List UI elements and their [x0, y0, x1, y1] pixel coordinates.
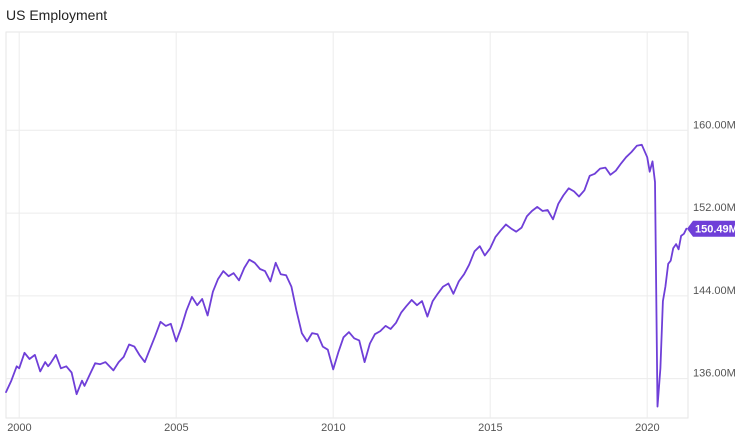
- grid-lines: [5, 31, 689, 419]
- x-tick-label: 2015: [478, 422, 502, 434]
- last-value-badge: 150.49M: [687, 220, 738, 237]
- y-tick-label: 136.00M: [693, 368, 736, 380]
- x-axis-ticks: 2000 2005 2010 2015 2020: [7, 422, 659, 434]
- last-value-badge-shape: [687, 220, 735, 237]
- y-tick-label: 144.00M: [693, 285, 736, 297]
- y-axis-ticks: 136.00M 144.00M 152.00M 160.00M: [693, 119, 736, 379]
- series-line: [5, 143, 688, 408]
- x-tick-label: 2005: [164, 422, 188, 434]
- x-tick-label: 2010: [321, 422, 345, 434]
- y-tick-label: 152.00M: [693, 202, 736, 214]
- chart-title: US Employment: [6, 7, 108, 23]
- last-value-label: 150.49M: [695, 224, 738, 236]
- x-tick-label: 2000: [7, 422, 31, 434]
- x-tick-label: 2020: [635, 422, 659, 434]
- y-tick-label: 160.00M: [693, 119, 736, 131]
- plot-frame: [5, 31, 689, 419]
